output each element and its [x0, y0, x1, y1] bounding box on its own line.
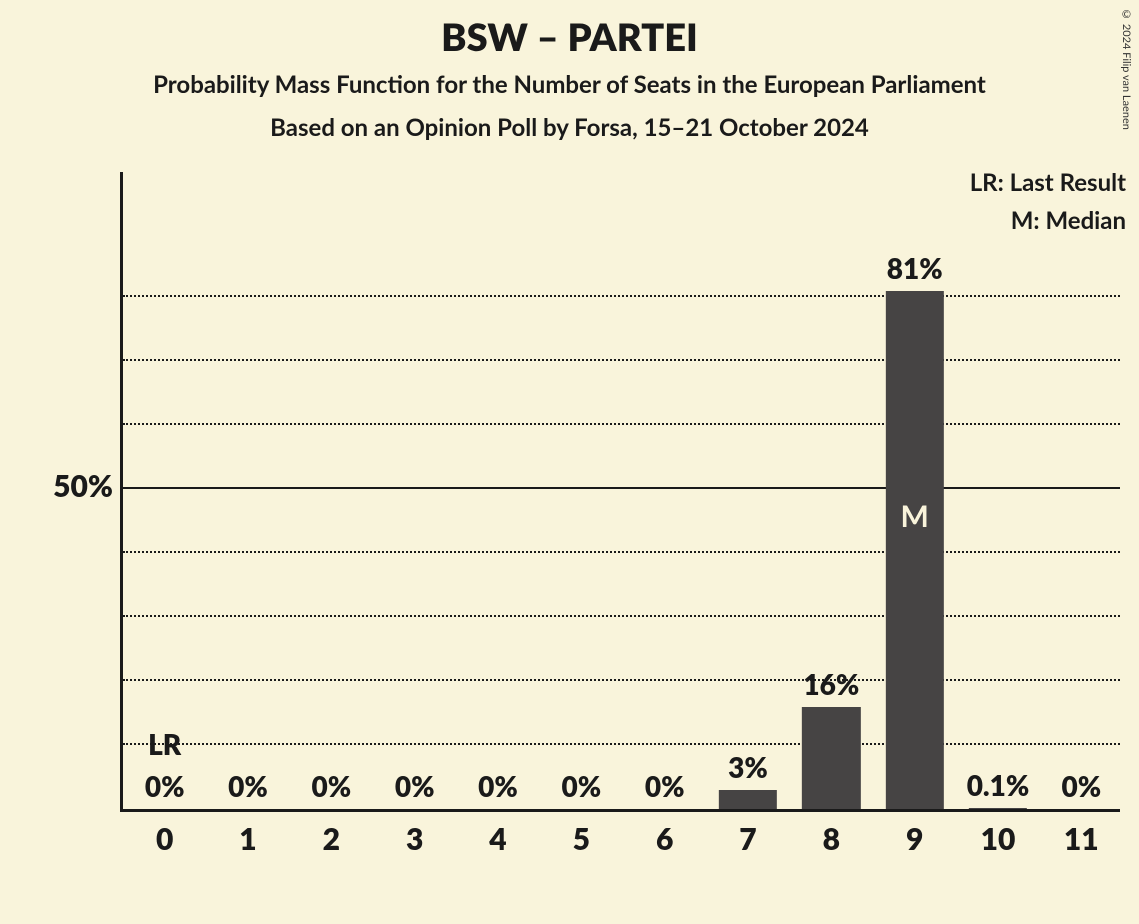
x-tick-label: 0	[156, 821, 173, 857]
bar-slot: 0%5	[540, 169, 623, 809]
bar-slot: 16%8	[790, 169, 873, 809]
bar-slot: 0%LR0	[123, 169, 206, 809]
bar-value-label: 81%	[887, 251, 943, 285]
bar-slot: 0%3	[373, 169, 456, 809]
copyright-text: © 2024 Filip van Laenen	[1120, 8, 1133, 130]
x-tick-label: 6	[656, 821, 673, 857]
x-tick-label: 10	[981, 821, 1016, 857]
bar-slot: 0%6	[623, 169, 706, 809]
y-axis-label: 50%	[38, 468, 113, 504]
plot-region: 50%0%LR00%10%20%30%40%50%63%716%8M81%90.…	[120, 172, 1120, 812]
bar-value-label: 0%	[145, 769, 185, 803]
x-tick-label: 7	[739, 821, 756, 857]
chart-area: 50%0%LR00%10%20%30%40%50%63%716%8M81%90.…	[40, 172, 1120, 872]
legend-median: M: Median	[1011, 206, 1126, 235]
x-tick-label: 11	[1064, 821, 1099, 857]
bar	[802, 707, 860, 809]
x-tick-label: 4	[489, 821, 506, 857]
bar-slot: 0%11	[1040, 169, 1123, 809]
bar	[885, 291, 943, 809]
bar	[969, 808, 1027, 809]
bar-value-label: 0%	[561, 769, 601, 803]
bar-value-label: 0%	[1061, 769, 1101, 803]
bar-slot: 0%2	[290, 169, 373, 809]
bar-value-label: 16%	[803, 667, 859, 701]
last-result-marker: LR	[148, 727, 181, 761]
bar-slot: M81%9	[873, 169, 956, 809]
bar-slot: 0%1	[206, 169, 289, 809]
x-tick-label: 2	[323, 821, 340, 857]
bar-value-label: 0%	[478, 769, 518, 803]
bar-value-label: 0.1%	[967, 768, 1030, 802]
bar-value-label: 3%	[728, 750, 768, 784]
legend-last-result: LR: Last Result	[970, 168, 1126, 197]
chart-subtitle-1: Probability Mass Function for the Number…	[0, 70, 1139, 99]
bar-value-label: 0%	[395, 769, 435, 803]
bar-value-label: 0%	[645, 769, 685, 803]
bar-slot: 0.1%10	[956, 169, 1039, 809]
bar	[719, 790, 777, 809]
median-marker: M	[900, 498, 928, 534]
bar-value-label: 0%	[311, 769, 351, 803]
bar-slot: 3%7	[706, 169, 789, 809]
chart-subtitle-2: Based on an Opinion Poll by Forsa, 15–21…	[0, 113, 1139, 142]
x-tick-label: 9	[906, 821, 923, 857]
bar-slot: 0%4	[456, 169, 539, 809]
x-tick-label: 3	[406, 821, 423, 857]
x-tick-label: 8	[823, 821, 840, 857]
bar-value-label: 0%	[228, 769, 268, 803]
x-tick-label: 5	[573, 821, 590, 857]
chart-title: BSW – PARTEI	[0, 0, 1139, 60]
x-tick-label: 1	[239, 821, 256, 857]
